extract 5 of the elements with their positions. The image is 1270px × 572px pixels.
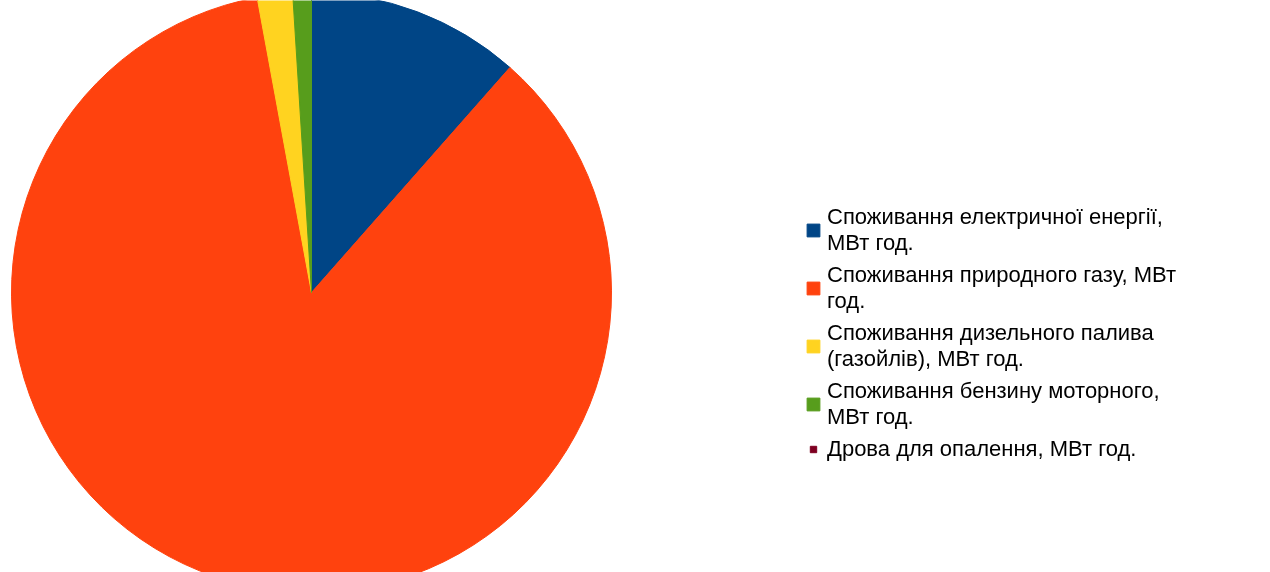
legend-label: Споживання дизельного палива (газойлів), МВт год. bbox=[827, 320, 1154, 372]
legend-label: Дрова для опалення, МВт год. bbox=[827, 436, 1137, 462]
legend-label: Споживання природного газу, МВт год. bbox=[827, 262, 1177, 314]
legend-label: Споживання бензину моторного, МВт год. bbox=[827, 378, 1160, 430]
legend-label: Споживання електричної енергії, МВт год. bbox=[827, 204, 1163, 256]
